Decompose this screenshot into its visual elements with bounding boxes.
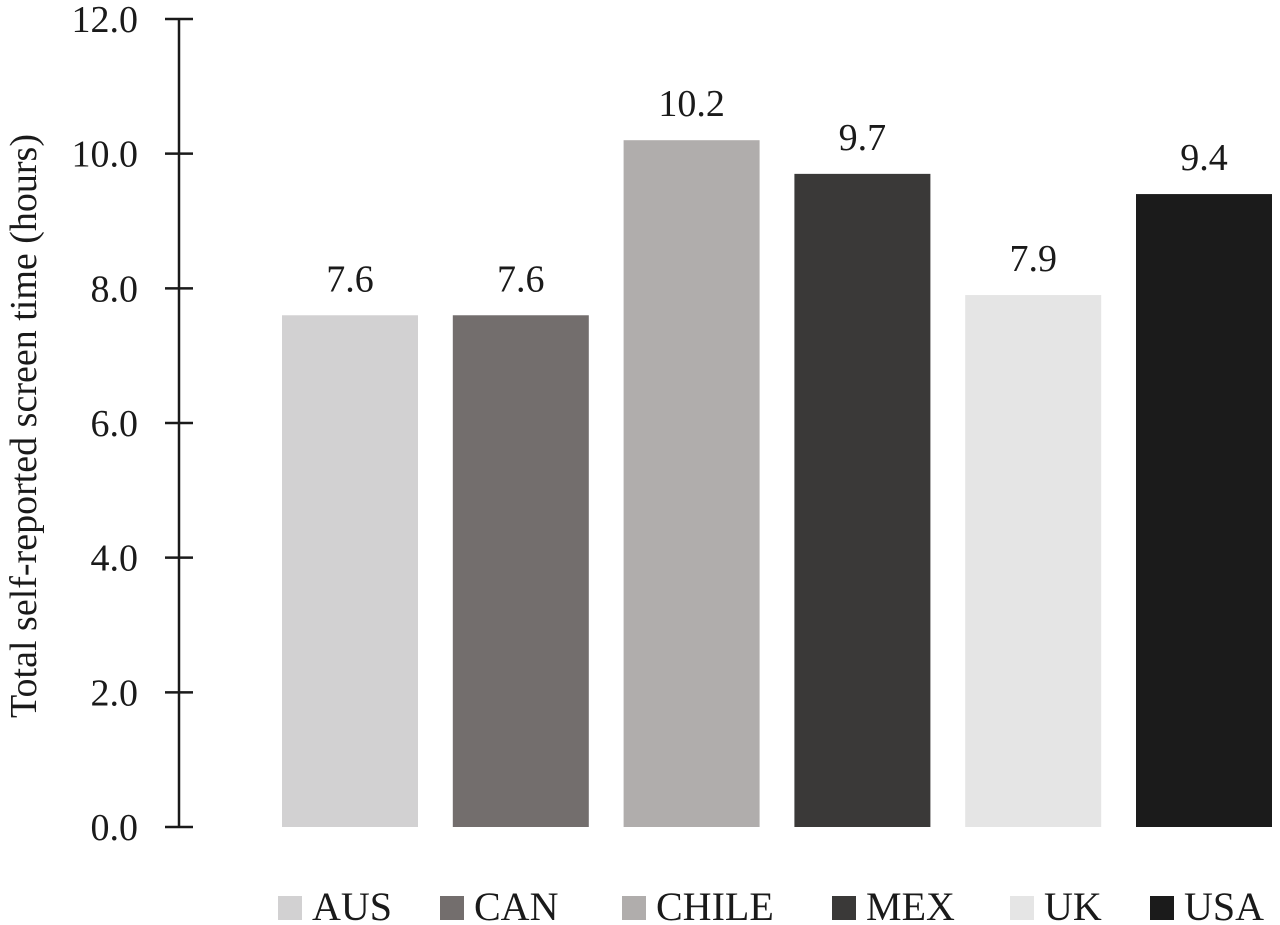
bar-uk <box>965 295 1102 828</box>
y-tick-label: 2.0 <box>91 672 139 714</box>
legend: AUS CAN CHILE MEX UK USA <box>278 884 1264 925</box>
data-label-usa: 9.4 <box>1180 137 1228 179</box>
legend-label-uk: UK <box>1044 884 1102 925</box>
legend-swatch-uk <box>1010 896 1034 920</box>
bar-aus <box>282 315 418 827</box>
legend-swatch-chile <box>622 896 646 920</box>
legend-label-chile: CHILE <box>656 884 774 925</box>
y-tick-label: 6.0 <box>91 403 139 445</box>
legend-swatch-can <box>440 896 464 920</box>
bar-chile <box>623 140 760 827</box>
data-label-uk: 7.9 <box>1009 238 1057 280</box>
y-tick-label: 0.0 <box>91 807 139 849</box>
y-tick-label: 10.0 <box>72 134 139 176</box>
bar-usa <box>1136 194 1272 828</box>
legend-swatch-usa <box>1150 896 1174 920</box>
bar-mex <box>794 173 931 827</box>
y-tick-label: 8.0 <box>91 268 139 310</box>
data-label-can: 7.6 <box>497 258 545 300</box>
data-label-chile: 10.2 <box>658 83 725 125</box>
bar-can <box>452 315 589 827</box>
y-tick-label: 12.0 <box>72 0 139 41</box>
data-labels: 7.6 7.6 10.2 9.7 7.9 9.4 <box>326 83 1228 300</box>
y-axis: 0.0 2.0 4.0 6.0 8.0 10.0 12.0 <box>72 0 193 849</box>
data-label-mex: 9.7 <box>839 117 887 159</box>
y-axis-title: Total self-reported screen time (hours) <box>3 134 45 718</box>
legend-label-can: CAN <box>474 884 558 925</box>
data-label-aus: 7.6 <box>326 258 374 300</box>
legend-label-usa: USA <box>1184 884 1264 925</box>
bars <box>282 140 1272 828</box>
legend-label-mex: MEX <box>866 884 955 925</box>
legend-label-aus: AUS <box>312 884 392 925</box>
y-tick-label: 4.0 <box>91 538 139 580</box>
legend-swatch-aus <box>278 896 302 920</box>
legend-swatch-mex <box>832 896 856 920</box>
